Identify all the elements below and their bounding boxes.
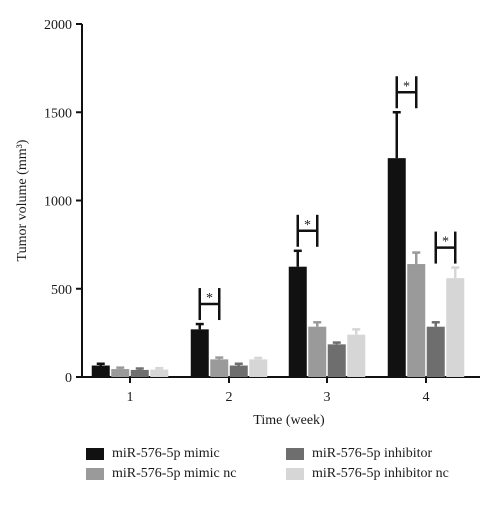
significance-label: * (206, 291, 213, 306)
legend-item: miR-576-5p mimic (86, 446, 220, 462)
x-tick-label: 4 (423, 390, 430, 405)
legend-swatch (286, 448, 304, 460)
bar (347, 334, 366, 377)
y-tick-label: 1000 (44, 195, 72, 210)
legend-label: miR-576-5p mimic (112, 446, 220, 461)
bar (407, 264, 426, 377)
legend-label: miR-576-5p inhibitor nc (312, 466, 449, 481)
bar (288, 266, 307, 377)
bar (426, 326, 445, 377)
y-axis-title: Tumor volume (mm³) (15, 139, 30, 261)
bar (327, 344, 346, 377)
bar (229, 365, 248, 377)
legend-swatch (86, 448, 104, 460)
legend-label: miR-576-5p mimic nc (112, 466, 237, 481)
legend-swatch (286, 468, 304, 480)
bar (446, 278, 465, 377)
bar (249, 359, 268, 377)
legend-label: miR-576-5p inhibitor (312, 446, 433, 461)
x-tick-label: 1 (127, 390, 134, 405)
bar (150, 369, 169, 377)
bar (111, 369, 130, 377)
significance-label: * (304, 218, 311, 233)
bar (130, 369, 149, 377)
bar (190, 329, 209, 377)
legend-item: miR-576-5p inhibitor (286, 446, 432, 462)
significance-label: * (442, 235, 449, 250)
y-tick-label: 2000 (44, 18, 72, 33)
legend-swatch (86, 468, 104, 480)
significance-label: * (403, 79, 410, 94)
x-axis-title: Time (week) (253, 413, 325, 428)
y-tick-label: 500 (51, 283, 72, 298)
x-tick-label: 3 (324, 390, 331, 405)
bar (387, 158, 406, 377)
bar (210, 359, 229, 377)
y-tick-label: 0 (65, 371, 72, 386)
legend-item: miR-576-5p inhibitor nc (286, 466, 449, 482)
legend-item: miR-576-5p mimic nc (86, 466, 236, 482)
bar (308, 326, 327, 377)
bar (91, 365, 110, 377)
y-tick-label: 1500 (44, 106, 72, 121)
x-tick-label: 2 (226, 390, 233, 405)
